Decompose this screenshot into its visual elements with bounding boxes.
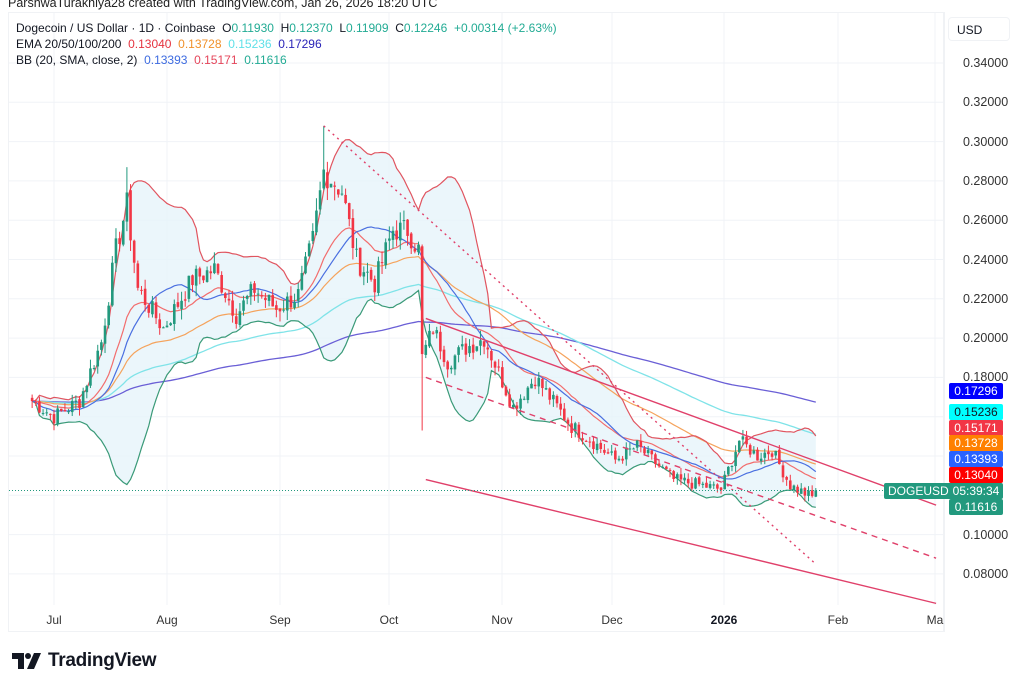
legend-symbol-row[interactable]: Dogecoin / US Dollar · 1D · Coinbase O0.… — [16, 20, 557, 36]
bb-basis-value: 0.13393 — [144, 53, 188, 67]
ema50-line[interactable] — [32, 255, 816, 465]
channel-mid-line[interactable] — [425, 376, 937, 559]
price-tick: 0.30000 — [963, 134, 1009, 149]
price-tick: 0.34000 — [963, 56, 1009, 70]
price-tick: 0.28000 — [963, 173, 1009, 188]
open-value: 0.11930 — [231, 21, 274, 35]
bb-upper-value: 0.15171 — [194, 53, 238, 67]
ema200-value: 0.17296 — [278, 37, 322, 51]
bb-lower-value: 0.11616 — [244, 53, 287, 67]
time-tick: Feb — [827, 613, 849, 627]
chart-legend: Dogecoin / US Dollar · 1D · Coinbase O0.… — [16, 20, 557, 68]
price-tick: 0.08000 — [963, 566, 1009, 581]
price-tick: 0.26000 — [963, 213, 1009, 228]
bb-upper-tag: 0.15171 — [949, 420, 1003, 436]
time-tick: Aug — [156, 613, 178, 627]
ema50-value: 0.13728 — [178, 37, 222, 51]
currency-button[interactable]: USD — [948, 17, 1010, 41]
tradingview-logo[interactable]: TradingView — [12, 650, 157, 672]
bb-basis-tag: 0.13393 — [949, 451, 1003, 467]
ema-20-tag: 0.13040 — [949, 467, 1003, 483]
bollinger-band-fill — [32, 139, 816, 508]
high-value: 0.12370 — [289, 21, 333, 35]
bb-label[interactable]: BB (20, SMA, close, 2) — [16, 53, 138, 67]
channel-lower-line[interactable] — [425, 478, 937, 605]
time-tick: Jul — [46, 613, 62, 627]
trendline-line[interactable] — [323, 125, 817, 565]
ema100-line[interactable] — [32, 283, 816, 436]
tradingview-logo-icon — [12, 653, 41, 669]
price-axis[interactable]: 0.34000 0.32000 0.30000 0.28000 0.26000 0.240… — [944, 12, 1024, 632]
channel-upper-line[interactable] — [425, 317, 937, 506]
bb-upper-line[interactable] — [32, 139, 817, 465]
time-tick: Dec — [601, 613, 623, 627]
legend-bb-row[interactable]: BB (20, SMA, close, 2) 0.13393 0.15171 0… — [16, 52, 557, 68]
bb-lower-line[interactable] — [31, 289, 816, 508]
open-label: O — [222, 21, 232, 35]
symbol-tag: DOGEUSD — [884, 483, 953, 499]
price-tick: 0.10000 — [963, 527, 1009, 542]
chart-frame — [8, 12, 944, 632]
brand-name: TradingView — [48, 650, 157, 671]
time-tick: Oct — [379, 613, 399, 627]
countdown-tag: 05:39:34 — [949, 483, 1003, 499]
ema-200-tag: 0.17296 — [949, 383, 1003, 399]
close-label: C — [395, 21, 404, 35]
price-tick: 0.20000 — [963, 331, 1009, 346]
legend-ema-row[interactable]: EMA 20/50/100/200 0.13040 0.13728 0.1523… — [16, 36, 557, 52]
candles[interactable] — [30, 125, 818, 502]
time-tick: Sep — [269, 613, 291, 627]
time-tick: Nov — [491, 613, 513, 627]
low-label: L — [339, 21, 347, 35]
time-tick: 2026 — [710, 613, 738, 627]
low-value: 0.11909 — [346, 21, 389, 35]
ema-50-tag: 0.13728 — [949, 435, 1003, 451]
chart-credit: ParshwaTurakhiya28 created with TradingV… — [8, 0, 438, 10]
price-tick: 0.18000 — [963, 370, 1009, 385]
ema100-value: 0.15236 — [228, 37, 272, 51]
price-tick: 0.32000 — [963, 95, 1009, 110]
close-value: 0.12246 — [403, 21, 448, 35]
bb-basis-line[interactable] — [32, 226, 817, 480]
price-tick: 0.22000 — [963, 291, 1009, 306]
high-label: H — [280, 21, 290, 35]
ema20-value: 0.13040 — [128, 37, 172, 51]
price-tick: 0.24000 — [963, 252, 1009, 267]
ema-100-tag: 0.15236 — [949, 404, 1003, 420]
bb-lower-tag: 0.11616 — [949, 499, 1003, 515]
symbol-title[interactable]: Dogecoin / US Dollar · 1D · Coinbase — [16, 21, 216, 35]
change-value: +0.00314 (+2.63%) — [453, 21, 557, 35]
time-tick: Ma — [926, 613, 944, 627]
ema-label[interactable]: EMA 20/50/100/200 — [16, 37, 122, 51]
